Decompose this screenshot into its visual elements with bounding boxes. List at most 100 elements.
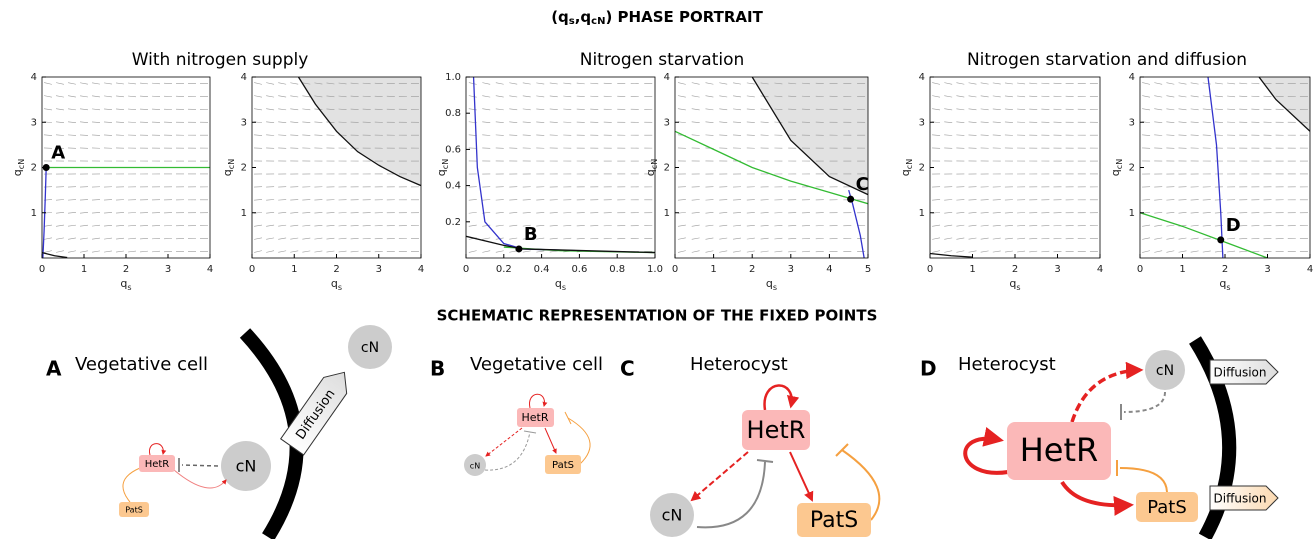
- flow-vector: [536, 122, 544, 123]
- flow-vector: [523, 122, 531, 123]
- x-tick-label: 4: [207, 264, 213, 275]
- flow-vector: [1191, 83, 1199, 84]
- flow-vector: [692, 251, 700, 253]
- flow-vector: [339, 225, 347, 226]
- flow-vector: [1166, 135, 1174, 136]
- schematic-label: Heterocyst: [958, 354, 1056, 375]
- flow-vector: [761, 225, 769, 226]
- flow-vector: [536, 109, 544, 110]
- flow-vector: [550, 238, 558, 239]
- label-base: q: [766, 277, 773, 290]
- flow-vector: [1239, 251, 1247, 252]
- label-sub: cN: [227, 159, 236, 169]
- arrow: [692, 452, 748, 500]
- arrow: [1072, 370, 1140, 422]
- label-base: q: [1009, 277, 1016, 290]
- flow-vector: [92, 225, 100, 226]
- flow-vector: [956, 238, 964, 239]
- flow-vector: [1166, 238, 1174, 239]
- flow-vector: [1154, 238, 1162, 239]
- flow-vector: [563, 109, 571, 110]
- flow-vector: [523, 200, 531, 201]
- flow-vector: [140, 109, 148, 110]
- flow-vector: [1017, 225, 1025, 226]
- flow-vector: [993, 96, 1001, 97]
- flow-vector: [993, 251, 1001, 252]
- flow-vector: [290, 109, 298, 110]
- flow-vector: [719, 225, 727, 226]
- y-tick-label: 4: [241, 72, 247, 83]
- flow-vector: [266, 251, 274, 253]
- flow-vector: [1203, 96, 1211, 97]
- flow-vector: [1227, 109, 1235, 110]
- flow-vector: [254, 135, 262, 136]
- flow-vector: [496, 200, 504, 201]
- flow-vector: [80, 238, 88, 239]
- y-tick-label: 3: [31, 117, 37, 128]
- flow-vector: [509, 238, 517, 239]
- flow-vector: [706, 83, 714, 85]
- flow-vector: [44, 96, 52, 98]
- flow-vector: [278, 96, 286, 97]
- node-label: PatS: [1147, 497, 1187, 518]
- flow-vector: [678, 238, 686, 240]
- panel-title: Nitrogen starvation and diffusion: [967, 50, 1247, 70]
- node-label: PatS: [552, 460, 574, 471]
- flow-vector: [44, 251, 52, 253]
- flow-vector: [981, 109, 989, 110]
- flow-vector: [1179, 83, 1187, 84]
- flow-vector: [706, 225, 714, 226]
- flow-vector: [1166, 109, 1174, 110]
- flow-vector: [523, 212, 531, 213]
- flow-vector: [1215, 83, 1223, 84]
- x-tick-label: 0: [927, 264, 933, 275]
- flow-vector: [68, 225, 76, 226]
- fixed-point: [1217, 236, 1224, 243]
- flow-vector: [523, 251, 531, 252]
- x-tick-label: 0: [463, 264, 469, 275]
- node-label: PatS: [125, 506, 143, 515]
- flow-vector: [563, 83, 571, 84]
- node-label: Diffusion: [1214, 366, 1267, 380]
- inhibition: [485, 432, 530, 470]
- label-base: q: [1219, 277, 1226, 290]
- flow-vector: [550, 225, 558, 226]
- y-tick-label: 1: [664, 208, 670, 219]
- flow-vector: [550, 122, 558, 123]
- flow-vector: [1142, 135, 1150, 136]
- schematic-label: Vegetative cell: [75, 354, 208, 375]
- flow-vector: [719, 83, 727, 84]
- y-tick-label: 2: [31, 163, 37, 174]
- x-tick-label: 5: [865, 264, 871, 275]
- flow-vector: [774, 251, 782, 252]
- y-tick-label: 1: [1129, 208, 1135, 219]
- flow-vector: [802, 251, 810, 252]
- flow-vector: [1166, 212, 1174, 213]
- nullcline: [1208, 77, 1223, 258]
- flow-vector: [816, 251, 824, 252]
- arrow: [1062, 482, 1130, 505]
- flow-vector: [302, 122, 310, 123]
- flow-vector: [932, 199, 940, 200]
- x-tick-label: 0.6: [571, 264, 587, 275]
- flow-vector: [1179, 212, 1187, 213]
- flow-vector: [92, 83, 100, 84]
- node-label: HetR: [747, 416, 806, 444]
- flow-vector: [1029, 83, 1037, 84]
- self-loop: [149, 444, 163, 455]
- flow-vector: [1005, 83, 1013, 84]
- flow-vector: [981, 122, 989, 123]
- y-axis-label: qcN: [221, 159, 236, 176]
- flow-vector: [254, 251, 262, 253]
- flow-vector: [733, 225, 741, 226]
- flow-vector: [550, 212, 558, 213]
- flow-vector: [993, 238, 1001, 239]
- self-loop: [530, 394, 545, 408]
- y-tick-label: 2: [241, 163, 247, 174]
- flow-vector: [1041, 96, 1049, 97]
- flow-vector: [1179, 96, 1187, 97]
- flow-vector: [164, 251, 172, 252]
- flow-vector: [1054, 83, 1062, 84]
